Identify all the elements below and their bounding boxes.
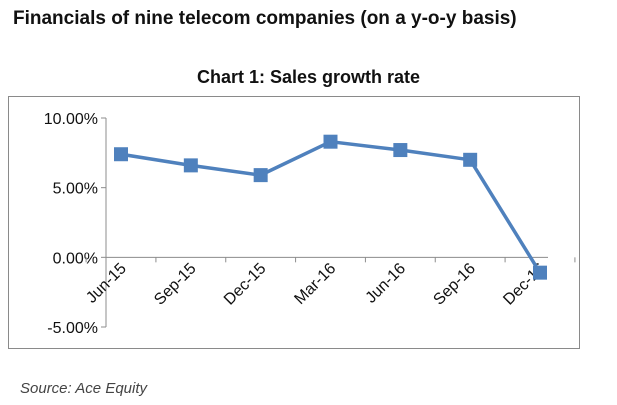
source-note: Source: Ace Equity	[20, 380, 148, 397]
data-point-marker	[533, 265, 547, 280]
y-tick-label: 10.00%	[44, 111, 98, 128]
data-point-marker	[463, 152, 478, 167]
x-tick-label: Mar-16	[291, 260, 339, 308]
chart-frame	[8, 96, 580, 349]
x-tick-label: Jun-16	[363, 260, 410, 307]
x-axis: Jun-15 Sep-15 Dec-15 Mar-16 Jun-16 Sep-16 Dec-…	[83, 256, 576, 309]
x-tick-label: Sep-15	[151, 260, 200, 309]
x-tick-label: Dec-15	[221, 260, 270, 309]
x-tick-label: Sep-16	[430, 260, 479, 309]
chart-title: Chart 1: Sales growth rate	[196, 67, 421, 87]
data-point-marker	[183, 158, 198, 173]
y-tick-label: -5.00%	[47, 320, 98, 337]
page-title: Financials of nine telecom companies (on…	[13, 8, 517, 29]
data-point-marker	[393, 143, 408, 158]
data-point-marker	[323, 134, 338, 149]
data-point-marker	[253, 168, 268, 183]
y-tick-label: 0.00%	[53, 250, 98, 267]
series-sales-growth	[114, 134, 547, 280]
y-tick-label: 5.00%	[53, 181, 98, 198]
data-point-marker	[114, 147, 128, 162]
y-axis: 10.00% 5.00% 0.00% -5.00%	[44, 111, 107, 337]
